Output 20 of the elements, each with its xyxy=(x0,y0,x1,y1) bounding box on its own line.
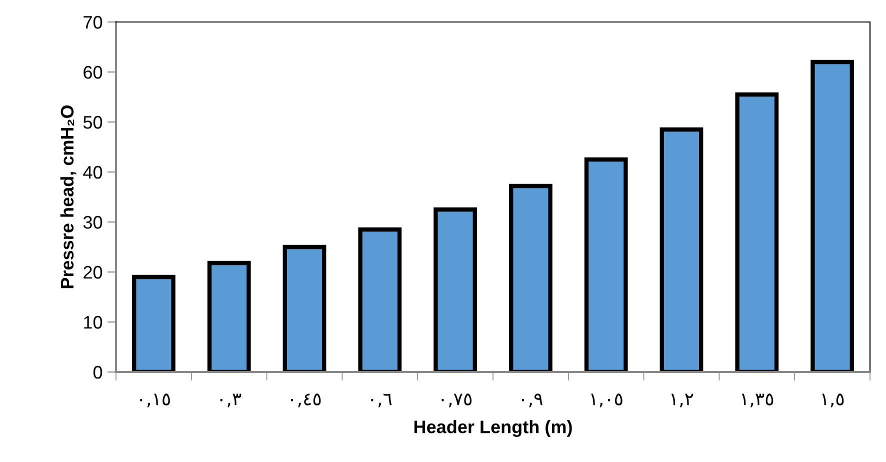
x-tick-label: ٠,٩ xyxy=(522,394,542,408)
x-tick-label: ٠,٧٥ xyxy=(442,394,472,408)
y-tick-label: 20 xyxy=(84,266,102,279)
x-tick-label: ١,٢ xyxy=(671,394,694,408)
y-axis-title: Pressre head, cmH₂O xyxy=(60,105,76,288)
y-tick-label: 50 xyxy=(83,116,102,129)
y-tick-label: 0 xyxy=(93,366,102,379)
y-tick-label: 60 xyxy=(84,66,102,79)
x-tick-label: ١,٥ xyxy=(822,394,844,408)
x-axis-title: Header Length (m) xyxy=(414,420,572,437)
x-tick-label: ٠,٤٥ xyxy=(290,394,321,408)
y-tick-label: 70 xyxy=(84,16,102,29)
x-tick-label: ٠,٦ xyxy=(371,394,392,408)
x-tick-label: ٠,١٥ xyxy=(140,394,170,408)
y-tick-label: 40 xyxy=(83,166,102,179)
x-tick-label: ١,٠٥ xyxy=(591,394,622,408)
y-tick-label: 30 xyxy=(83,216,102,229)
y-tick-label: 10 xyxy=(84,316,102,329)
x-tick-label: ١,٣٥ xyxy=(742,394,774,408)
x-tick-label: ٠,٣ xyxy=(220,394,242,408)
